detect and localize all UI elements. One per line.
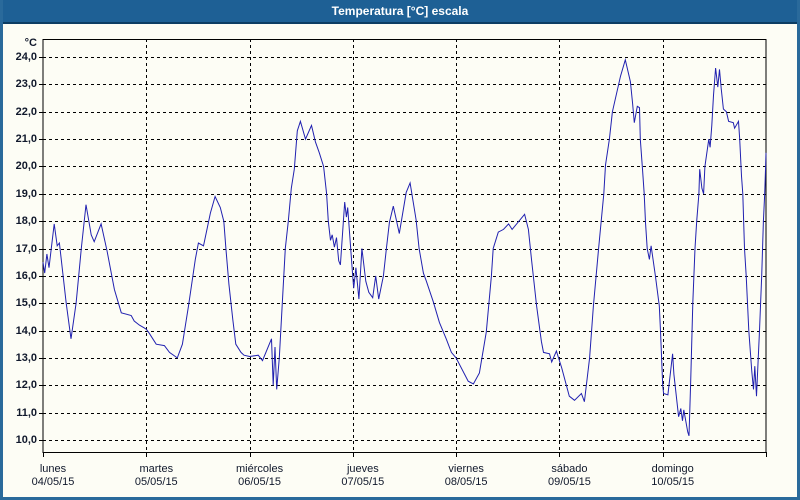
x-day-label: sábado 09/05/15	[527, 463, 611, 489]
y-tick-label: 12,0	[15, 379, 37, 392]
day-name: domingo	[651, 463, 694, 475]
day-date: 04/05/15	[31, 476, 75, 488]
y-tick-label: 22,0	[15, 105, 37, 118]
y-tick-label: 16,0	[15, 269, 37, 282]
y-tick-label: 14,0	[15, 324, 37, 337]
y-tick-label: 10,0	[15, 433, 37, 446]
x-day-label: jueves 07/05/15	[321, 463, 405, 489]
chart-title: Temperatura [°C] escala	[331, 4, 469, 18]
y-tick-label: 17,0	[15, 242, 37, 255]
day-date: 09/05/15	[548, 476, 591, 488]
day-date: 07/05/15	[341, 476, 385, 488]
y-tick-label: 19,0	[15, 187, 37, 200]
x-day-label: domingo 10/05/15	[631, 463, 715, 489]
temperature-series-line	[42, 57, 767, 437]
y-axis-unit-label: °C	[24, 37, 37, 49]
x-day-label: miércoles 06/05/15	[218, 463, 302, 489]
x-day-label: lunes 04/05/15	[11, 463, 95, 489]
y-tick-label: 20,0	[15, 160, 37, 173]
y-tick-label: 23,0	[15, 78, 37, 91]
day-date: 06/05/15	[238, 476, 281, 488]
x-day-label: viernes 08/05/15	[424, 463, 508, 489]
day-date: 10/05/15	[651, 476, 695, 488]
chart-title-bar: Temperatura [°C] escala	[3, 0, 797, 24]
y-tick-label: 15,0	[15, 297, 37, 310]
day-name: jueves	[346, 463, 379, 475]
x-day-label: martes 05/05/15	[114, 463, 198, 489]
day-date: 08/05/15	[444, 476, 488, 488]
y-tick-label: 11,0	[16, 406, 37, 419]
y-tick-label: 18,0	[15, 215, 37, 228]
day-name: viernes	[448, 463, 484, 475]
day-name: lunes	[39, 463, 67, 475]
day-name: martes	[139, 463, 174, 475]
temperature-line-chart	[39, 39, 767, 457]
day-name: miércoles	[236, 463, 284, 475]
y-tick-label: 24,0	[15, 51, 37, 64]
plot-area	[42, 39, 767, 453]
day-name: sábado	[551, 463, 588, 475]
y-tick-label: 13,0	[15, 351, 37, 364]
day-date: 05/05/15	[134, 476, 178, 488]
y-tick-label: 21,0	[15, 133, 37, 146]
